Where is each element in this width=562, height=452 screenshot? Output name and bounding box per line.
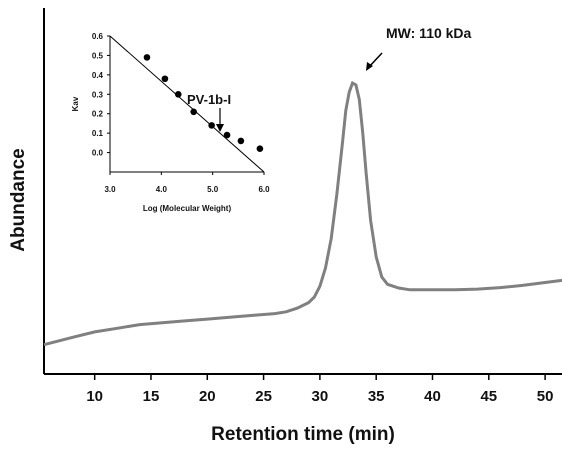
x-tick-label: 20 (199, 388, 216, 405)
inset-data-point (161, 75, 169, 83)
chromatogram-line (43, 80, 562, 347)
inset-y-tick-label: 0.2 (92, 110, 104, 119)
inset-data-point (208, 122, 215, 129)
x-tick-label: 45 (480, 388, 497, 405)
inset-y-tick-label: 0.5 (92, 51, 104, 60)
inset-x-tick-label: 6.0 (258, 185, 270, 194)
x-tick-label: 10 (86, 388, 103, 405)
inset-fit-line (109, 35, 265, 173)
peak-annotation-arrow (366, 52, 383, 71)
inset-data-point (223, 131, 231, 139)
inset-y-tick-label: 0.0 (92, 149, 104, 158)
inset-x-tick-label: 5.0 (207, 185, 219, 194)
x-tick-label: 50 (537, 388, 554, 405)
inset-annotation: PV-1b-I (187, 92, 231, 107)
inset-data-point (237, 137, 245, 145)
inset-x-tick-label: 3.0 (104, 185, 116, 194)
x-tick-label: 15 (143, 388, 160, 405)
inset-y-tick-label: 0.6 (92, 32, 104, 41)
x-tick-label: 30 (312, 388, 329, 405)
inset-data-point (190, 108, 197, 116)
inset-annotation-arrow (216, 108, 224, 132)
inset-y-tick-label: 0.3 (92, 90, 104, 99)
calibration-inset: 0.0 0.1 0.2 0.3 0.4 0.5 0.6 3.0 4.0 5.0 6.0 Log (… (71, 32, 270, 213)
x-tick-label: 40 (424, 388, 441, 405)
inset-y-axis-label: Kav (71, 96, 80, 111)
y-axis-label: Abundance (8, 148, 29, 251)
x-tick-group (93, 374, 546, 380)
inset-y-tick-group: 0.0 0.1 0.2 0.3 0.4 0.5 0.6 (92, 32, 110, 158)
inset-x-tick-group: 3.0 4.0 5.0 6.0 (104, 172, 270, 194)
inset-data-point (174, 90, 182, 98)
x-tick-label-group: 10 15 20 25 30 35 40 45 50 (86, 388, 553, 405)
x-axis-label: Retention time (min) (211, 424, 395, 445)
inset-y-tick-label: 0.4 (92, 71, 104, 80)
inset-y-tick-label: 0.1 (92, 129, 104, 138)
inset-x-axis-label: Log (Molecular Weight) (143, 204, 232, 213)
x-tick-label: 25 (255, 388, 272, 405)
inset-x-tick-label: 4.0 (156, 185, 168, 194)
inset-point-group (143, 54, 264, 152)
x-tick-label: 35 (368, 388, 385, 405)
inset-data-point (143, 54, 151, 61)
peak-annotation: MW: 110 kDa (386, 25, 472, 41)
inset-data-point (256, 145, 264, 152)
